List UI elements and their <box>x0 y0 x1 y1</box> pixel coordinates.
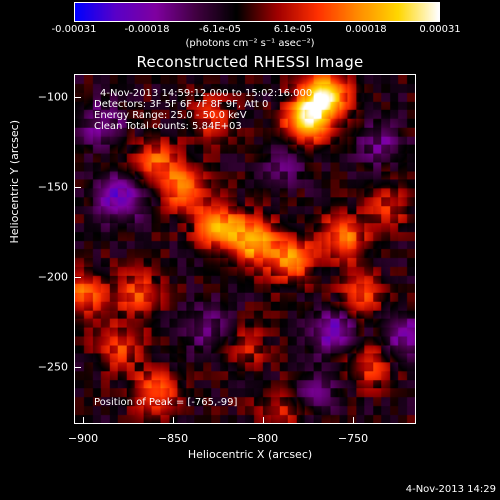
timestamp: 4-Nov-2013 14:29 <box>405 484 496 495</box>
y-tick-mark <box>74 187 81 189</box>
x-tick-mark <box>353 417 354 424</box>
detectors-text: Detectors: 3F 5F 6F 7F 8F 9F, Att 0 <box>94 99 269 110</box>
colorbar <box>74 2 440 22</box>
colorbar-tick: 0.00031 <box>419 24 461 35</box>
x-tick-label: −900 <box>67 432 99 445</box>
colorbar-tick: -6.1e-05 <box>199 24 241 35</box>
x-tick-mark <box>173 417 174 424</box>
y-axis-label: Heliocentric Y (arcsec) <box>8 119 21 244</box>
colorbar-tick: 0.00018 <box>345 24 387 35</box>
x-tick-label: −800 <box>247 432 279 445</box>
x-tick-mark <box>263 417 264 424</box>
x-tick-label: −750 <box>337 432 369 445</box>
y-tick-mark <box>74 97 81 99</box>
y-tick-label: −100 <box>37 90 68 104</box>
y-tick-label: −250 <box>37 360 68 374</box>
energy-range-text: Energy Range: 25.0 - 50.0 keV <box>94 110 247 121</box>
clean-counts-text: Clean Total counts: 5.84E+03 <box>94 121 242 132</box>
x-axis-label: Heliocentric X (arcsec) <box>187 448 313 461</box>
time-range-text: 4-Nov-2013 14:59:12.000 to 15:02:16.000 <box>100 88 313 99</box>
heatmap-image <box>74 74 416 424</box>
colorbar-tick: -0.00018 <box>124 24 170 35</box>
y-tick-mark <box>74 366 81 368</box>
x-tick-label: −850 <box>157 432 189 445</box>
peak-position-text: Position of Peak = [-765,-99] <box>94 397 238 408</box>
chart-title: Reconstructed RHESSI Image <box>136 53 364 71</box>
y-tick-label: −200 <box>37 270 68 284</box>
colorbar-units: (photons cm⁻² s⁻¹ asec⁻²) <box>185 38 315 49</box>
x-tick-mark <box>83 417 84 424</box>
colorbar-tick: -0.00031 <box>51 24 97 35</box>
colorbar-tick: 6.1e-05 <box>273 24 313 35</box>
y-tick-label: −150 <box>37 180 68 194</box>
y-tick-mark <box>74 276 81 278</box>
